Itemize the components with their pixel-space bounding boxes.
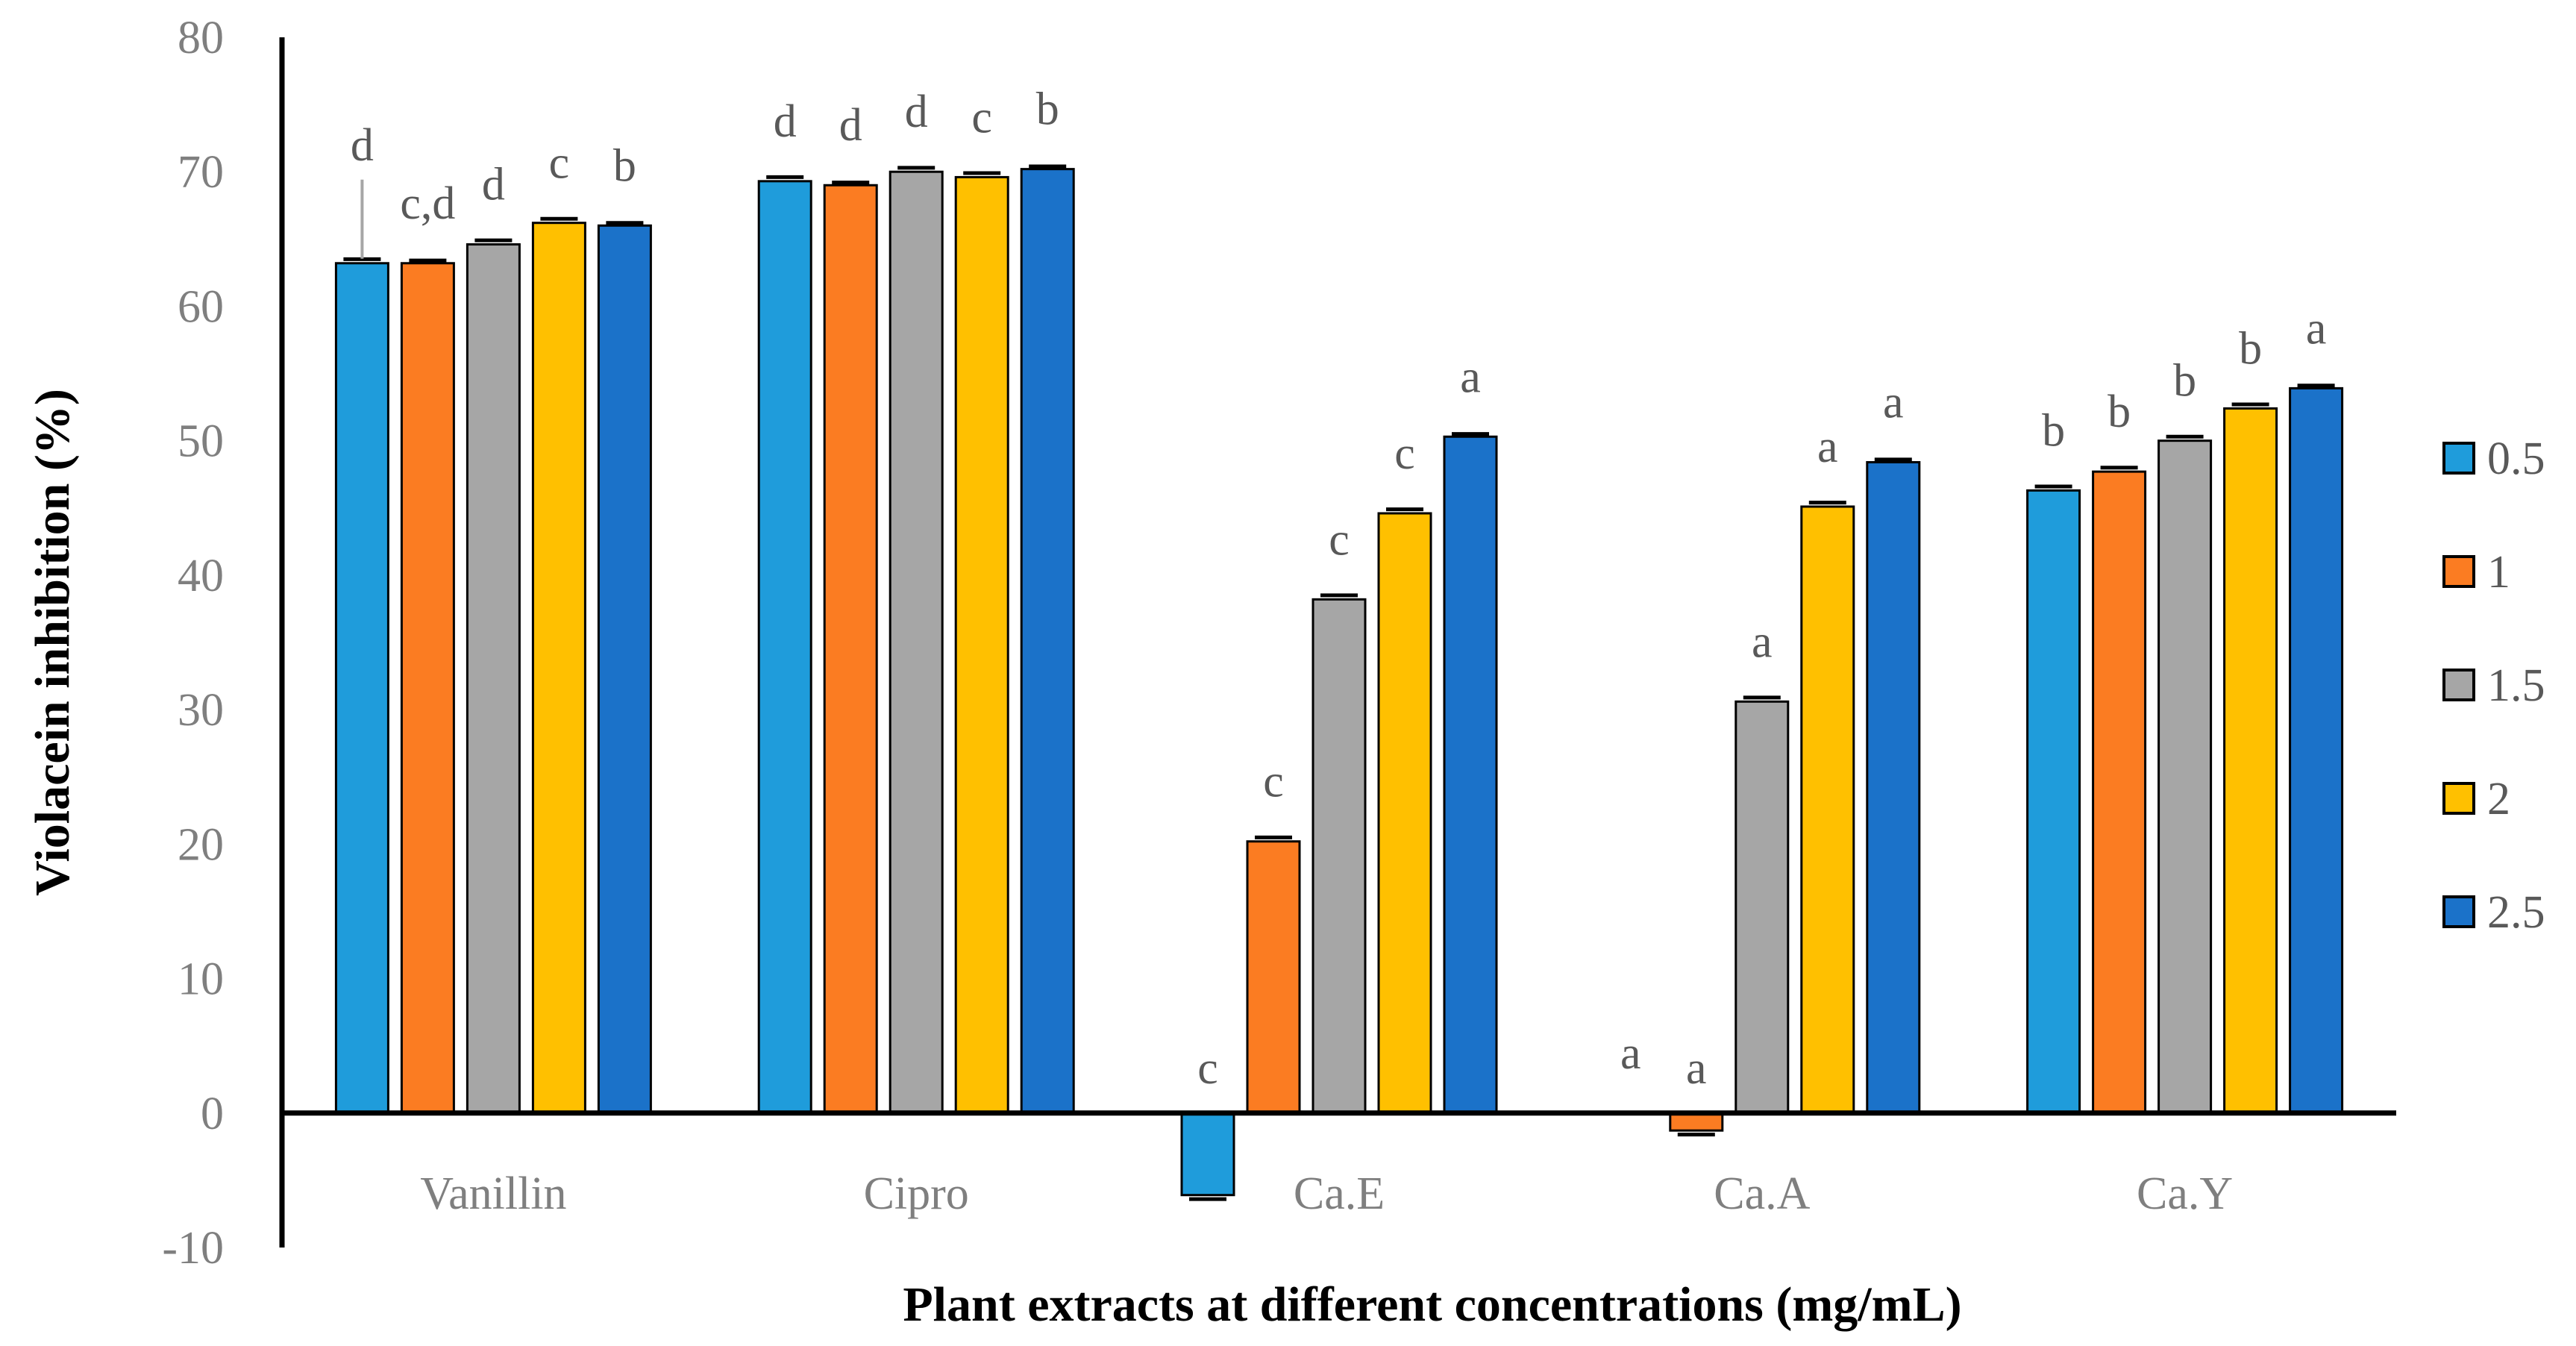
bar-vanillin-1 <box>400 262 455 1115</box>
significance-label: c <box>1263 757 1284 807</box>
bar-ca-y-0-5 <box>2026 489 2081 1115</box>
bar-ca-e-2-5 <box>1443 435 1498 1115</box>
significance-label: d <box>351 120 374 171</box>
legend-label: 1.5 <box>2487 660 2545 711</box>
x-category-label: Vanillin <box>420 1168 566 1219</box>
bar-ca-y-2-5 <box>2289 386 2344 1115</box>
significance-label: c <box>971 92 992 143</box>
significance-label: c <box>1197 1043 1218 1094</box>
bar-ca-y-2 <box>2223 407 2278 1115</box>
significance-label: a <box>1460 351 1481 402</box>
significance-label: a <box>1620 1028 1641 1079</box>
x-category-label: Ca.E <box>1294 1168 1385 1219</box>
significance-label: a <box>1883 378 1904 428</box>
bar-cipro-1 <box>823 184 878 1115</box>
bar-ca-y-1 <box>2092 470 2147 1115</box>
y-axis-title: Violacein inhibition (%) <box>25 389 80 896</box>
x-axis-title: Plant extracts at different concentratio… <box>903 1277 1961 1332</box>
y-tick-label: 40 <box>178 551 224 601</box>
bar-ca-a-2-5 <box>1866 461 1921 1115</box>
bar-vanillin-1-5 <box>466 243 521 1115</box>
significance-label: b <box>1036 84 1059 135</box>
significance-label: a <box>1817 422 1838 472</box>
y-tick-label: 10 <box>178 954 224 1005</box>
legend-label: 1 <box>2487 547 2510 598</box>
significance-label: a <box>1686 1043 1707 1094</box>
bar-ca-e-0-5 <box>1180 1112 1235 1197</box>
legend-label: 2.5 <box>2487 887 2545 938</box>
x-category-label: Ca.Y <box>2137 1168 2233 1219</box>
y-tick-label: 70 <box>178 147 224 198</box>
significance-label: d <box>905 87 928 137</box>
legend-swatch <box>2442 782 2475 815</box>
legend-swatch <box>2442 669 2475 701</box>
significance-label: b <box>2239 323 2262 374</box>
significance-label: c,d <box>400 178 455 229</box>
significance-label: c <box>1329 514 1350 565</box>
y-tick-label: -10 <box>162 1223 224 1274</box>
y-tick-label: 60 <box>178 281 224 332</box>
significance-label: c <box>549 138 570 189</box>
bar-ca-e-1 <box>1246 840 1301 1115</box>
bar-ca-e-1-5 <box>1311 598 1367 1115</box>
bar-cipro-1-5 <box>889 170 944 1115</box>
y-tick-label: 0 <box>201 1089 224 1139</box>
bar-ca-a-1-5 <box>1734 700 1790 1115</box>
x-category-label: Ca.A <box>1714 1168 1810 1219</box>
y-tick-label: 30 <box>178 685 224 736</box>
significance-label: b <box>2108 386 2131 437</box>
bar-cipro-2-5 <box>1020 168 1075 1115</box>
bar-ca-e-2 <box>1377 512 1432 1115</box>
bar-vanillin-0-5 <box>334 262 389 1115</box>
y-tick-label: 50 <box>178 416 224 467</box>
bar-cipro-0-5 <box>757 180 812 1115</box>
legend-swatch <box>2442 555 2475 588</box>
bar-ca-y-1-5 <box>2157 439 2213 1115</box>
y-tick-label: 80 <box>178 13 224 63</box>
significance-label: d <box>482 160 505 210</box>
significance-label: b <box>2173 356 2196 407</box>
y-tick-label: 20 <box>178 819 224 870</box>
legend-label: 0.5 <box>2487 433 2545 484</box>
legend-swatch <box>2442 442 2475 475</box>
legend-label: 2 <box>2487 774 2510 824</box>
bar-ca-a-1 <box>1669 1112 1724 1132</box>
significance-label: b <box>613 140 636 191</box>
bar-vanillin-2-5 <box>597 224 652 1115</box>
bar-cipro-2 <box>954 175 1009 1115</box>
significance-label: b <box>2042 405 2065 456</box>
significance-label: d <box>839 100 862 151</box>
significance-label: c <box>1394 428 1415 479</box>
bar-ca-a-2 <box>1800 505 1855 1115</box>
significance-label: a <box>1752 616 1773 667</box>
x-category-label: Cipro <box>864 1168 969 1219</box>
significance-label: d <box>774 96 797 147</box>
significance-label: a <box>2306 303 2327 354</box>
legend-swatch <box>2442 895 2475 928</box>
bar-vanillin-2 <box>531 222 586 1115</box>
